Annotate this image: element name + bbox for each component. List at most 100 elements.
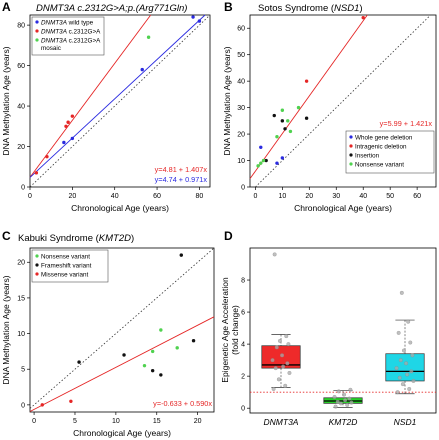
data-point (40, 403, 44, 407)
panel-d-letter: D (224, 229, 233, 243)
data-point (332, 395, 337, 399)
panel-b-legend-marker-nonsense (349, 162, 353, 166)
panel-a-title: DNMT3A c.2312G>A;p.(Arg771Gln) (36, 3, 187, 14)
y-tick-label: 4 (241, 342, 245, 349)
data-point (347, 396, 352, 401)
panel-a-legend-marker-wildtype (35, 20, 39, 24)
panel-a-letter: A (2, 0, 11, 14)
panel-a-plot-frame (29, 14, 211, 188)
data-point (397, 375, 402, 380)
data-point (191, 15, 195, 19)
y-tick-label: 10 (17, 331, 25, 338)
data-point (34, 171, 39, 175)
data-point (283, 127, 287, 131)
data-point (275, 135, 279, 139)
data-point (70, 136, 75, 141)
data-point (270, 358, 275, 363)
data-point (396, 330, 401, 335)
box (385, 353, 425, 382)
identity-line (255, 14, 431, 188)
data-point (296, 105, 301, 110)
data-point (333, 404, 338, 409)
y-tick-label: 20 (237, 131, 245, 138)
panel-c-legend-marker-nonsense (35, 254, 39, 258)
panel-d-boxes (261, 252, 425, 409)
panel-b-title: Sotos Syndrome (NSD1) (258, 3, 363, 14)
panel-c-legend-nonsense: Nonsense variant (41, 253, 90, 260)
panel-a: A DNMT3A c.2312G>A;p.(Arg771Gln) 0 20 40 60… (1, 0, 211, 213)
data-point (271, 387, 276, 391)
panel-a-y-ticks: 0 20 40 60 80 (17, 23, 30, 191)
panel-c-legend-marker-frameshift (35, 263, 39, 267)
panel-c-legend-frameshift: Frameshift variant (41, 262, 92, 269)
y-tick-label: 30 (237, 105, 245, 112)
x-tick-label: 20 (194, 418, 202, 425)
data-point (349, 400, 354, 405)
y-tick-label: 2 (241, 374, 245, 381)
y-tick-label: 40 (17, 103, 25, 110)
panel-b-legend-intragenic: Intragenic deletion (355, 143, 407, 150)
x-tick-label: 0 (32, 418, 36, 425)
y-tick-label: 80 (17, 23, 25, 30)
x-tick-label: 0 (253, 193, 257, 200)
data-point (175, 346, 179, 350)
y-tick-label: 20 (17, 144, 25, 151)
data-point (280, 353, 285, 358)
panel-b-legend-nonsense: Nonsense variant (355, 161, 404, 168)
data-point (273, 366, 278, 371)
panel-b-legend-marker-insertion (349, 153, 353, 157)
data-point (275, 161, 279, 165)
panel-a-x-ticks: 0 20 40 60 80 (28, 187, 203, 200)
panel-d-y-label-line2: (fold change) (230, 305, 240, 355)
data-point (146, 35, 151, 39)
panel-d-y-label-line1: Epigenetic Age Acceleration (220, 277, 230, 383)
x-tick-label: 80 (196, 193, 204, 200)
data-point (361, 15, 365, 20)
panel-d: D 0 2 4 6 8 DNMT3A KMT2D NSD1 Epigenetic Age A… (220, 229, 437, 427)
y-tick-label: 8 (241, 277, 245, 284)
panel-a-legend-mosaic: DNMT3A c.2312G>A (41, 37, 101, 44)
panel-b-identity-line (255, 14, 431, 188)
data-point (336, 389, 341, 394)
data-point (197, 19, 202, 23)
data-point (62, 140, 66, 145)
data-point (288, 129, 293, 134)
data-point (64, 124, 68, 128)
data-point (122, 353, 126, 357)
panel-a-fit-lines (29, 14, 206, 178)
data-point (150, 349, 155, 354)
panel-b-legend-insertion: Insertion (355, 152, 380, 159)
x-tick-label: 60 (153, 193, 161, 200)
panel-c: C Kabuki Syndrome (KMT2D) 0 5 10 15 20 0 5 10 1… (1, 229, 215, 438)
data-point (66, 120, 70, 124)
y-tick-label: 0 (21, 184, 25, 191)
data-point (276, 377, 281, 382)
y-tick-label: 50 (237, 52, 245, 59)
y-tick-label: 0 (21, 402, 25, 409)
panel-a-legend-variant: DNMT3A c.2312G>A (41, 28, 101, 35)
data-point (272, 113, 276, 118)
y-tick-label: 20 (17, 260, 25, 267)
data-point (411, 379, 416, 383)
data-point (179, 253, 183, 257)
x-tick-label: 30 (332, 193, 340, 200)
panel-c-legend (31, 249, 109, 283)
identity-line (29, 247, 215, 409)
y-tick-label: 5 (21, 367, 25, 374)
panel-b-legend-marker-intragenic (349, 144, 353, 148)
panel-a-y-label: DNA Methylation Age (years) (1, 46, 11, 155)
data-point (342, 392, 347, 397)
panel-c-plot-frame (29, 247, 215, 413)
panel-b-legend-whole: Whole gene deletion (355, 134, 413, 141)
data-point (406, 319, 411, 324)
fit-line (29, 14, 152, 178)
panel-c-legend-missense: Missense variant (41, 271, 88, 278)
data-point (404, 361, 409, 366)
data-point (405, 372, 410, 377)
data-point (394, 366, 399, 371)
panel-b-fit-lines (249, 14, 368, 179)
panel-c-letter: C (2, 229, 11, 243)
x-tick-label: 40 (359, 193, 367, 200)
panel-c-y-ticks: 0 5 10 15 20 (17, 260, 30, 409)
fit-line (29, 316, 215, 412)
